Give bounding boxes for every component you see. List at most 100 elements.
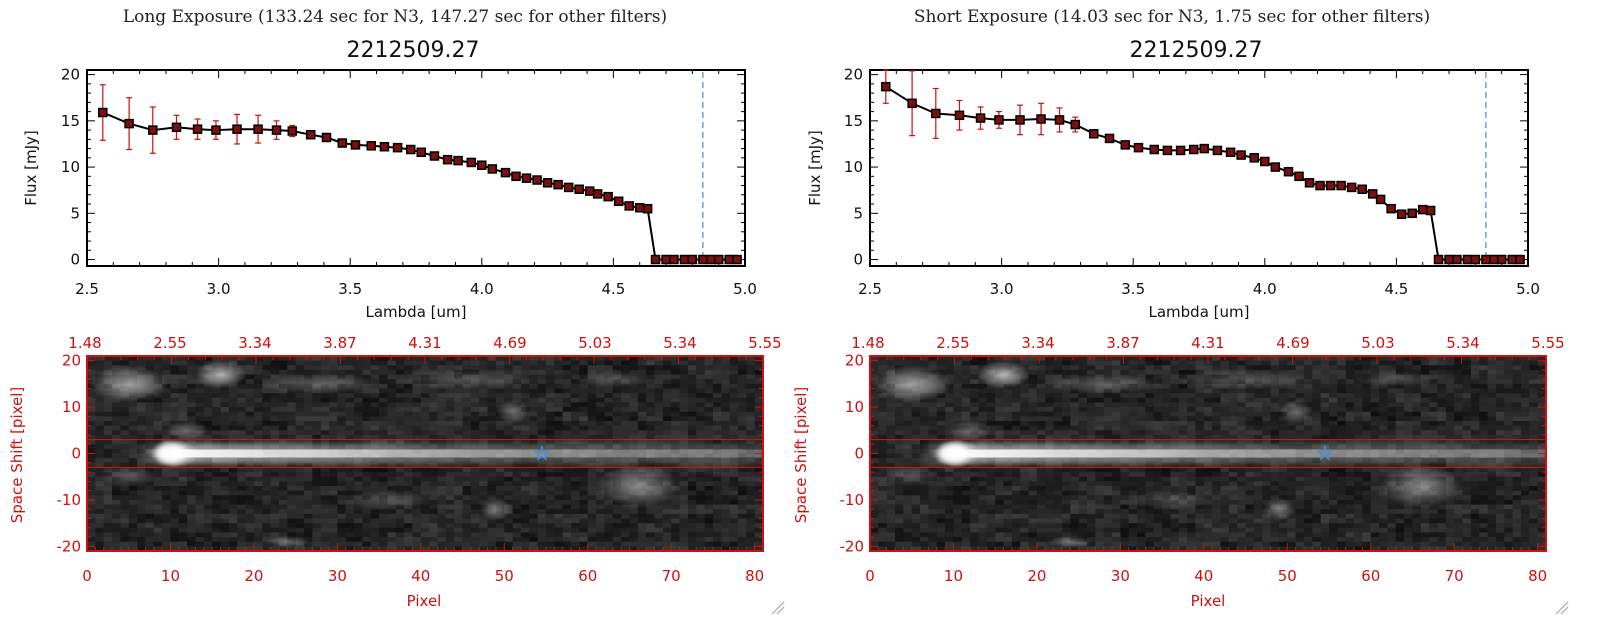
y-axis-label: Space Shift [pixel]	[8, 387, 26, 524]
data-point	[124, 118, 134, 129]
data-point	[1175, 145, 1186, 156]
x-axis-label: Pixel	[1191, 592, 1226, 610]
x-tick-label: 30	[328, 567, 347, 585]
diffuse-source	[479, 497, 512, 522]
chart-title: Long Exposure (133.24 sec for N3, 147.27…	[123, 7, 667, 27]
y-tick-label: -20	[57, 537, 82, 555]
data-point	[442, 154, 453, 165]
x-tick-label: 30	[1111, 567, 1130, 585]
data-point	[1417, 204, 1428, 215]
data-point	[1236, 150, 1246, 160]
x-tick-label: 60	[578, 567, 597, 585]
data-point	[148, 125, 158, 135]
data-point	[1507, 254, 1517, 265]
y-tick-label: 0	[854, 445, 864, 463]
diffuse-source	[977, 360, 1030, 389]
data-point	[624, 201, 634, 211]
diffuse-source	[1043, 373, 1164, 394]
data-point	[1375, 194, 1386, 205]
x-tick-label: 20	[244, 567, 263, 585]
data-point	[1357, 184, 1367, 195]
data-point	[532, 175, 542, 185]
y-tick-label: 20	[844, 66, 863, 84]
resize-grip-icon[interactable]	[1555, 601, 1569, 615]
x-tick-label: 2.5	[75, 280, 99, 298]
y-tick-label: 20	[61, 66, 80, 84]
y-tick-label: 10	[62, 398, 81, 416]
top-tick-label: 4.69	[1276, 334, 1309, 352]
data-point	[1036, 114, 1046, 124]
data-point	[466, 157, 477, 168]
diffuse-source	[1279, 399, 1312, 424]
data-point	[253, 124, 263, 134]
data-point	[1188, 144, 1199, 155]
top-tick-label: 2.55	[936, 334, 969, 352]
diffuse-source	[194, 360, 247, 389]
data-point	[698, 254, 708, 265]
data-point	[477, 160, 487, 170]
top-tick-label: 1.48	[851, 334, 884, 352]
data-point	[592, 189, 603, 199]
data-point	[1088, 129, 1099, 139]
x-axis-label: Pixel	[407, 592, 442, 610]
diffuse-source	[165, 420, 210, 441]
flux-series	[881, 69, 1525, 265]
y-tick-label: 15	[61, 112, 80, 130]
data-point	[574, 184, 584, 195]
y-axis-label: Flux [mJy]	[22, 130, 40, 206]
data-point	[192, 124, 203, 134]
top-tick-label: 3.34	[1021, 334, 1054, 352]
data-point	[542, 178, 553, 188]
star-icon	[1316, 444, 1334, 461]
x-tick-label: 40	[1194, 567, 1213, 585]
data-point	[1462, 254, 1473, 265]
data-point	[511, 171, 521, 182]
y-tick-label: -10	[57, 491, 82, 509]
top-tick-label: 5.55	[748, 334, 781, 352]
data-point	[1315, 180, 1325, 191]
data-point	[661, 254, 671, 265]
y-axis-label: Flux [mJy]	[806, 130, 824, 206]
data-point	[171, 122, 182, 133]
diffuse-source	[496, 399, 529, 424]
top-tick-label: 5.34	[1446, 334, 1479, 352]
data-point	[350, 140, 361, 150]
data-point	[429, 151, 440, 161]
x-tick-label: 10	[161, 567, 180, 585]
data-point	[1481, 254, 1491, 265]
data-point	[1270, 162, 1281, 172]
y-tick-label: -10	[840, 491, 865, 509]
top-tick-label: 3.34	[238, 334, 271, 352]
x-axis-label: Lambda [um]	[1149, 303, 1250, 321]
x-tick-label: 3.0	[207, 280, 231, 298]
data-point	[1212, 145, 1223, 156]
x-tick-label: 80	[745, 567, 764, 585]
data-point	[405, 144, 416, 155]
data-point	[1367, 189, 1378, 199]
data-point	[1444, 254, 1454, 265]
data-point	[1452, 254, 1462, 265]
diffuse-source	[1262, 497, 1295, 522]
data-point	[994, 115, 1004, 125]
top-tick-label: 3.87	[323, 334, 356, 352]
y-axis-label: Space Shift [pixel]	[792, 387, 810, 524]
data-point	[613, 196, 624, 207]
data-point	[1162, 145, 1173, 156]
resize-grip-icon[interactable]	[771, 601, 785, 615]
data-point	[1407, 208, 1417, 219]
diffuse-source	[1048, 535, 1093, 548]
x-tick-label: 3.5	[1121, 280, 1145, 298]
x-tick-label: 80	[1528, 567, 1547, 585]
diffuse-source	[100, 466, 157, 487]
y-tick-label: 0	[70, 251, 80, 269]
data-point	[931, 108, 941, 119]
star-icon	[533, 444, 551, 461]
top-tick-label: 4.31	[408, 334, 441, 352]
y-tick-label: 5	[853, 204, 863, 222]
diffuse-source	[392, 369, 533, 390]
spectrum-panel-short: Short Exposure (14.03 sec for N3, 1.75 s…	[806, 7, 1540, 321]
diffuse-source	[347, 489, 428, 510]
x-tick-label: 50	[1278, 567, 1297, 585]
data-point	[954, 110, 965, 121]
